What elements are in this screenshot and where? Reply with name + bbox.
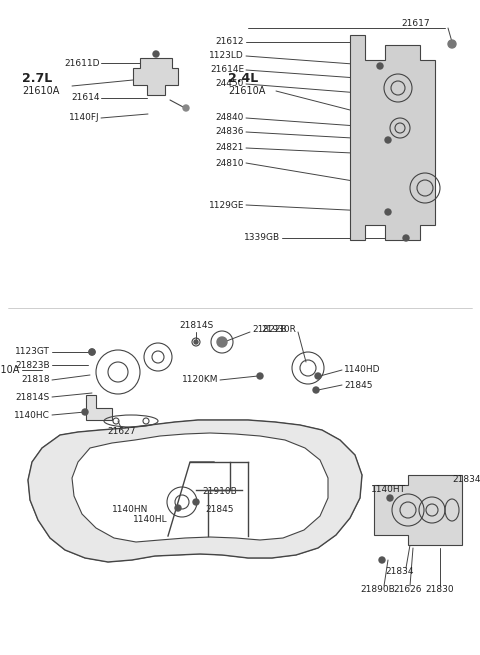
Text: 1140HC: 1140HC	[14, 411, 50, 419]
Circle shape	[387, 495, 393, 501]
Text: 21810A: 21810A	[0, 365, 20, 375]
Text: 21610A: 21610A	[22, 86, 60, 96]
Text: 21611D: 21611D	[64, 58, 100, 67]
Polygon shape	[72, 433, 328, 542]
Polygon shape	[133, 58, 178, 95]
Polygon shape	[86, 395, 112, 420]
Text: 1120KM: 1120KM	[181, 375, 218, 384]
Circle shape	[448, 40, 456, 48]
Circle shape	[89, 349, 95, 355]
Circle shape	[194, 340, 198, 344]
Text: 24840: 24840	[216, 113, 244, 122]
Text: 21617: 21617	[401, 20, 430, 29]
Circle shape	[257, 373, 263, 379]
Circle shape	[183, 105, 189, 111]
Text: 21930R: 21930R	[261, 326, 296, 335]
Polygon shape	[28, 420, 362, 562]
Text: 1129GE: 1129GE	[208, 200, 244, 210]
Text: 21612: 21612	[216, 37, 244, 47]
Text: 21823B: 21823B	[15, 360, 50, 369]
Text: 21814S: 21814S	[16, 392, 50, 402]
Text: 21822B: 21822B	[252, 326, 287, 335]
Text: 21830: 21830	[426, 586, 454, 595]
Text: 24810: 24810	[216, 159, 244, 168]
Polygon shape	[350, 35, 435, 240]
Text: 21845: 21845	[205, 506, 233, 514]
Text: 21627: 21627	[108, 428, 136, 436]
Text: 24821: 24821	[216, 143, 244, 153]
Polygon shape	[374, 475, 462, 545]
Circle shape	[217, 337, 227, 347]
Text: 21834: 21834	[452, 476, 480, 485]
Text: 1140HD: 1140HD	[344, 365, 381, 375]
Text: 2.4L: 2.4L	[228, 71, 258, 84]
Text: 1140HN: 1140HN	[112, 506, 148, 514]
Text: 1123GT: 1123GT	[15, 348, 50, 356]
Text: 21626: 21626	[394, 586, 422, 595]
Circle shape	[313, 387, 319, 393]
Text: 2.7L: 2.7L	[22, 71, 52, 84]
Text: 21845: 21845	[344, 381, 372, 390]
Text: 21910B: 21910B	[202, 487, 237, 496]
Circle shape	[315, 373, 321, 379]
Circle shape	[385, 137, 391, 143]
Text: 21890B: 21890B	[360, 586, 396, 595]
Circle shape	[89, 349, 95, 355]
Text: 21818: 21818	[22, 375, 50, 384]
Text: 21614E: 21614E	[210, 66, 244, 75]
Circle shape	[82, 409, 88, 415]
Text: 1140FJ: 1140FJ	[70, 113, 100, 122]
Circle shape	[153, 51, 159, 57]
Text: 21614: 21614	[72, 94, 100, 102]
Text: 1140HL: 1140HL	[133, 515, 168, 525]
Circle shape	[193, 499, 199, 505]
Circle shape	[379, 557, 385, 563]
Circle shape	[377, 63, 383, 69]
Text: 21834: 21834	[386, 567, 414, 576]
Text: 1339GB: 1339GB	[244, 233, 280, 242]
Circle shape	[385, 209, 391, 215]
Text: 21610A: 21610A	[228, 86, 265, 96]
Text: 24450: 24450	[216, 79, 244, 88]
Circle shape	[403, 235, 409, 241]
Text: 1140HT: 1140HT	[371, 485, 406, 495]
Text: 21814S: 21814S	[179, 320, 213, 329]
Text: 1123LD: 1123LD	[209, 52, 244, 60]
Circle shape	[175, 505, 181, 511]
Text: 24836: 24836	[216, 128, 244, 136]
